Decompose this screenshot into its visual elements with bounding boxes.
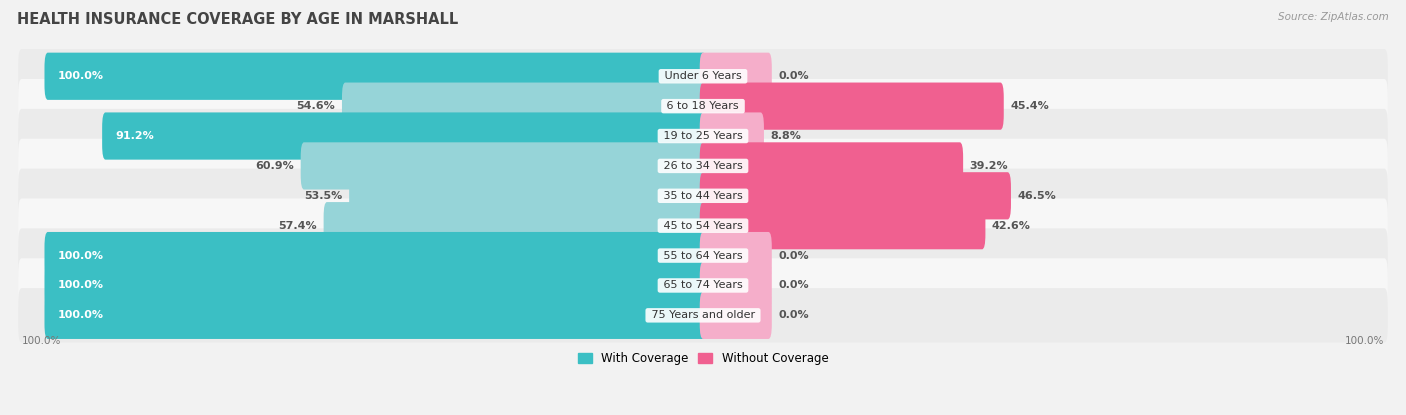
FancyBboxPatch shape — [700, 232, 772, 279]
FancyBboxPatch shape — [18, 228, 1388, 283]
FancyBboxPatch shape — [700, 112, 763, 160]
Text: 100.0%: 100.0% — [1346, 336, 1385, 346]
Text: HEALTH INSURANCE COVERAGE BY AGE IN MARSHALL: HEALTH INSURANCE COVERAGE BY AGE IN MARS… — [17, 12, 458, 27]
FancyBboxPatch shape — [18, 109, 1388, 163]
Text: 91.2%: 91.2% — [115, 131, 155, 141]
Text: 65 to 74 Years: 65 to 74 Years — [659, 281, 747, 290]
FancyBboxPatch shape — [18, 198, 1388, 253]
Text: 100.0%: 100.0% — [58, 251, 104, 261]
FancyBboxPatch shape — [45, 262, 706, 309]
FancyBboxPatch shape — [18, 79, 1388, 133]
Text: 35 to 44 Years: 35 to 44 Years — [659, 191, 747, 201]
FancyBboxPatch shape — [700, 172, 1011, 220]
Text: 46.5%: 46.5% — [1018, 191, 1056, 201]
FancyBboxPatch shape — [45, 292, 706, 339]
FancyBboxPatch shape — [349, 172, 706, 220]
FancyBboxPatch shape — [18, 258, 1388, 312]
Text: 75 Years and older: 75 Years and older — [648, 310, 758, 320]
Text: 0.0%: 0.0% — [779, 281, 808, 290]
Text: 60.9%: 60.9% — [256, 161, 294, 171]
Text: 100.0%: 100.0% — [58, 310, 104, 320]
FancyBboxPatch shape — [700, 83, 1004, 130]
FancyBboxPatch shape — [18, 168, 1388, 223]
Text: 100.0%: 100.0% — [58, 281, 104, 290]
FancyBboxPatch shape — [700, 202, 986, 249]
Text: 26 to 34 Years: 26 to 34 Years — [659, 161, 747, 171]
Text: 6 to 18 Years: 6 to 18 Years — [664, 101, 742, 111]
Text: 45 to 54 Years: 45 to 54 Years — [659, 221, 747, 231]
FancyBboxPatch shape — [700, 262, 772, 309]
FancyBboxPatch shape — [342, 83, 706, 130]
Text: Under 6 Years: Under 6 Years — [661, 71, 745, 81]
Text: 0.0%: 0.0% — [779, 71, 808, 81]
FancyBboxPatch shape — [700, 292, 772, 339]
Text: 54.6%: 54.6% — [297, 101, 336, 111]
FancyBboxPatch shape — [18, 49, 1388, 103]
Text: 100.0%: 100.0% — [58, 71, 104, 81]
Text: 0.0%: 0.0% — [779, 310, 808, 320]
FancyBboxPatch shape — [700, 142, 963, 190]
Text: 53.5%: 53.5% — [304, 191, 343, 201]
FancyBboxPatch shape — [700, 53, 772, 100]
Legend: With Coverage, Without Coverage: With Coverage, Without Coverage — [572, 347, 834, 370]
Text: 0.0%: 0.0% — [779, 251, 808, 261]
Text: 8.8%: 8.8% — [770, 131, 801, 141]
Text: 39.2%: 39.2% — [970, 161, 1008, 171]
Text: 55 to 64 Years: 55 to 64 Years — [659, 251, 747, 261]
Text: 19 to 25 Years: 19 to 25 Years — [659, 131, 747, 141]
FancyBboxPatch shape — [18, 288, 1388, 342]
Text: 45.4%: 45.4% — [1011, 101, 1049, 111]
FancyBboxPatch shape — [103, 112, 706, 160]
Text: Source: ZipAtlas.com: Source: ZipAtlas.com — [1278, 12, 1389, 22]
Text: 42.6%: 42.6% — [993, 221, 1031, 231]
Text: 57.4%: 57.4% — [278, 221, 318, 231]
FancyBboxPatch shape — [301, 142, 706, 190]
FancyBboxPatch shape — [18, 139, 1388, 193]
Text: 100.0%: 100.0% — [21, 336, 60, 346]
FancyBboxPatch shape — [323, 202, 706, 249]
FancyBboxPatch shape — [45, 232, 706, 279]
FancyBboxPatch shape — [45, 53, 706, 100]
